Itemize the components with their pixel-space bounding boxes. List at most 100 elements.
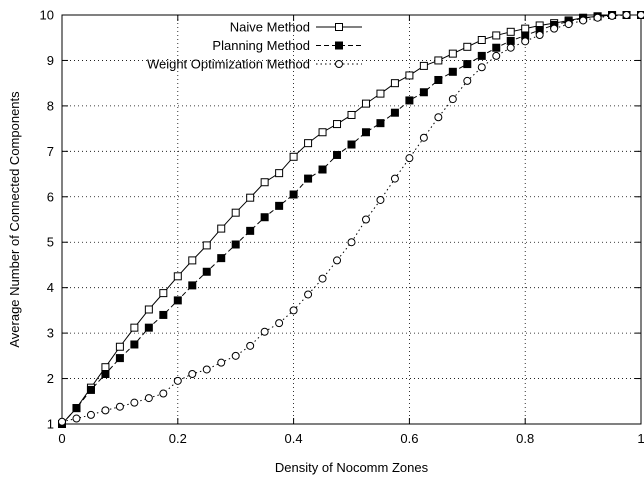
data-point <box>448 67 457 76</box>
data-point <box>390 174 399 183</box>
data-point <box>361 128 370 137</box>
data-point <box>159 289 168 298</box>
data-point <box>318 128 327 137</box>
data-point <box>173 272 182 281</box>
data-point <box>434 56 443 65</box>
legend-entry: Naive Method <box>230 20 362 35</box>
y-axis-label: Average Number of Connected Components <box>7 91 22 348</box>
data-point <box>463 42 472 51</box>
x-tick-label: 1 <box>637 431 644 446</box>
data-point <box>202 241 211 250</box>
data-point <box>608 11 617 20</box>
data-point <box>289 306 298 315</box>
data-point <box>275 201 284 210</box>
data-point <box>188 281 197 290</box>
data-point <box>260 213 269 222</box>
x-axis-label: Density of Nocomm Zones <box>275 460 429 475</box>
data-point <box>622 11 631 19</box>
data-point <box>130 323 139 332</box>
data-point <box>159 389 168 398</box>
data-point <box>246 193 255 202</box>
data-point <box>188 370 197 379</box>
axis-ticks: 0 0.2 0.4 0.6 0.8 1 1 2 3 4 5 6 7 8 9 10 <box>40 8 644 447</box>
data-point <box>289 190 298 199</box>
data-point <box>535 30 544 39</box>
data-point <box>304 174 313 183</box>
data-point <box>115 342 124 351</box>
data-point <box>202 365 211 374</box>
data-point <box>419 133 428 142</box>
data-point <box>246 341 255 350</box>
data-point <box>506 27 515 36</box>
x-tick-label: 0 <box>58 431 65 446</box>
data-point <box>333 150 342 159</box>
data-point <box>390 108 399 117</box>
data-point <box>217 224 226 233</box>
y-tick-label: 7 <box>47 144 54 159</box>
legend-label: Planning Method <box>212 38 310 53</box>
y-tick-label: 5 <box>47 235 54 250</box>
data-point <box>593 13 602 22</box>
y-tick-label: 6 <box>47 189 54 204</box>
x-tick-label: 0.4 <box>285 431 303 446</box>
data-point <box>564 20 573 29</box>
data-point <box>260 178 269 187</box>
y-tick-label: 10 <box>40 8 54 23</box>
data-point <box>448 95 457 104</box>
data-point <box>477 63 486 72</box>
y-tick-label: 2 <box>47 371 54 386</box>
legend-entry: Planning Method <box>212 38 362 53</box>
legend: Naive Method Planning Method Weight Optimi… <box>147 20 362 72</box>
data-point <box>347 238 356 247</box>
y-tick-label: 9 <box>47 53 54 68</box>
data-point <box>289 152 298 161</box>
grid-lines <box>62 15 641 424</box>
data-point <box>492 31 501 40</box>
data-point <box>246 226 255 235</box>
data-point <box>521 24 530 33</box>
data-point <box>130 340 139 349</box>
data-point <box>550 24 559 33</box>
data-point <box>86 385 95 394</box>
data-point <box>231 208 240 217</box>
data-point <box>434 75 443 84</box>
data-point <box>318 274 327 283</box>
data-point <box>521 37 530 46</box>
legend-marker <box>335 60 343 68</box>
data-point <box>361 99 370 108</box>
data-point <box>477 35 486 44</box>
data-point <box>144 394 153 403</box>
data-point <box>492 43 501 52</box>
data-point <box>492 51 501 60</box>
data-point <box>231 240 240 249</box>
data-point <box>463 60 472 69</box>
data-point <box>506 36 515 45</box>
data-point <box>173 296 182 305</box>
data-point <box>173 376 182 385</box>
data-point <box>130 398 139 407</box>
data-point <box>144 323 153 332</box>
data-point <box>101 406 110 415</box>
data-point <box>637 11 644 19</box>
data-point <box>72 404 81 413</box>
data-point <box>419 88 428 97</box>
data-point <box>333 120 342 129</box>
data-point <box>347 140 356 149</box>
legend-label: Weight Optimization Method <box>147 57 310 72</box>
data-point <box>347 110 356 119</box>
data-point <box>86 410 95 419</box>
data-point <box>188 256 197 265</box>
data-point <box>115 402 124 411</box>
y-tick-label: 8 <box>47 98 54 113</box>
legend-marker <box>335 41 343 50</box>
y-tick-label: 3 <box>47 326 54 341</box>
data-point <box>390 79 399 88</box>
data-point <box>260 327 269 336</box>
legend-label: Naive Method <box>230 20 310 35</box>
data-point <box>115 354 124 363</box>
data-point <box>101 363 110 372</box>
data-point <box>477 51 486 60</box>
data-point <box>101 370 110 379</box>
data-point <box>405 71 414 80</box>
